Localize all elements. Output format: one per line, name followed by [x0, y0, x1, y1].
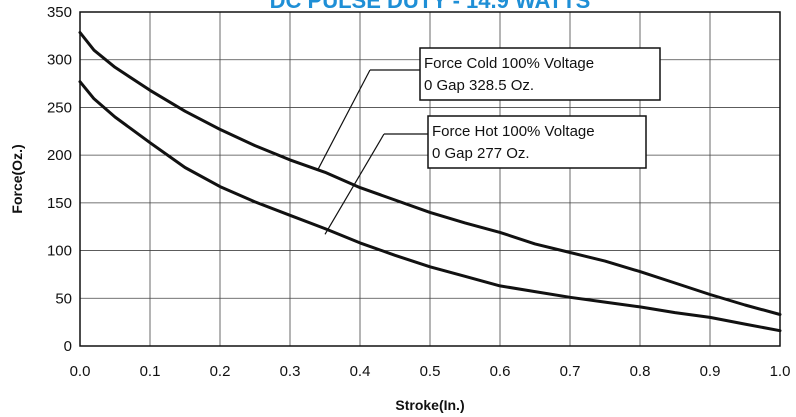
- x-tick-label: 0.1: [140, 363, 161, 380]
- plot-frame: [79, 11, 781, 347]
- x-tick-labels: 0.0 0.1 0.2 0.3 0.4 0.5 0.6 0.7 0.8 0.9 1.0: [70, 363, 791, 380]
- y-tick-label: 250: [47, 99, 72, 116]
- x-tick-label: 0.9: [700, 363, 721, 380]
- y-tick-label: 150: [47, 195, 72, 212]
- chart-title: DC PULSE DUTY - 14.9 WATTS: [270, 0, 591, 13]
- annotation-leader: [317, 69, 371, 170]
- y-tick-label: 100: [47, 243, 72, 260]
- y-tick-label: 50: [55, 290, 72, 307]
- x-axis-label: Stroke(In.): [395, 397, 464, 413]
- annotation-text: 0 Gap 328.5 Oz.: [424, 77, 534, 94]
- annotation-text: 0 Gap 277 Oz.: [432, 145, 530, 162]
- annotation-text: Force Cold 100% Voltage: [424, 55, 594, 72]
- y-tick-label: 350: [47, 4, 72, 21]
- x-tick-label: 0.6: [490, 363, 511, 380]
- x-tick-label: 0.2: [210, 363, 231, 380]
- series-line-hot: [78, 80, 782, 333]
- x-tick-label: 1.0: [770, 363, 791, 380]
- annotation-box: [419, 47, 661, 101]
- x-tick-label: 0.8: [630, 363, 651, 380]
- y-tick-label: 200: [47, 147, 72, 164]
- x-tick-label: 0.5: [420, 363, 441, 380]
- series-line-cold: [78, 31, 782, 316]
- series-lines: [78, 31, 782, 333]
- annotation-text: Force Hot 100% Voltage: [432, 123, 595, 140]
- annotation-box: [427, 115, 647, 169]
- y-tick-label: 300: [47, 52, 72, 69]
- x-tick-label: 0.7: [560, 363, 581, 380]
- annotation-leader: [324, 133, 385, 235]
- x-tick-label: 0.4: [350, 363, 371, 380]
- y-tick-labels: 0 50 100 150 200 250 300 350: [47, 4, 72, 355]
- annotations: Force Cold 100% Voltage 0 Gap 328.5 Oz. Fo…: [317, 47, 661, 235]
- x-tick-label: 0.0: [70, 363, 91, 380]
- y-tick-label: 0: [64, 338, 72, 355]
- x-tick-label: 0.3: [280, 363, 301, 380]
- y-axis-label: Force(Oz.): [9, 144, 25, 213]
